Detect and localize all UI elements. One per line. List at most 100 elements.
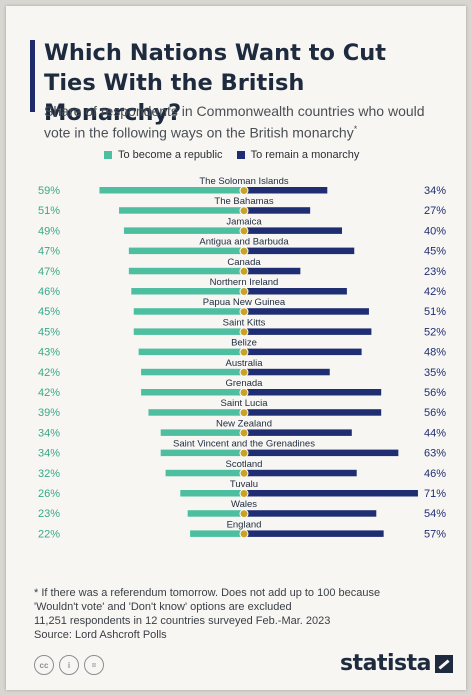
flag-icon-belize [239,347,249,357]
flag-icon-grenada [239,388,249,397]
category-label-grenada: Grenada [226,378,264,389]
flag-icon-australia [239,367,249,377]
bar-republic-australia [141,368,244,376]
value-label-monarchy-saint-lucia: 56% [424,407,446,419]
bar-republic-saint-lucia [148,409,244,416]
category-label-australia: Australia [226,358,264,369]
bar-republic-jamaica [123,227,244,234]
value-label-republic-scotland: 32% [38,468,60,480]
value-label-republic-england: 22% [38,528,60,540]
flag-icon-saint-vincent-and-the-grenadines [239,448,249,458]
flag-icon-saint-lucia [239,408,249,418]
subtitle-footnote-mark: * [353,124,358,134]
bar-monarchy-scotland [244,469,357,477]
bar-republic-belize [138,348,244,356]
value-label-republic-grenada: 42% [38,387,60,399]
value-label-monarchy-belize: 48% [424,347,446,359]
bar-monarchy-jamaica [244,227,342,234]
bar-monarchy-antigua-and-barbuda [244,247,355,255]
flag-icon-scotland [239,468,249,478]
category-label-antigua-and-barbuda: Antigua and Barbuda [199,237,289,248]
bar-republic-tuvalu [180,490,244,497]
license-icons: cc i = [34,655,109,675]
bar-monarchy-england [244,530,384,537]
bar-republic-scotland [165,469,244,477]
bar-republic-saint-vincent-and-the-grenadines [160,449,244,457]
bar-monarchy-grenada [244,389,382,396]
bar-republic-england [190,530,244,537]
value-label-monarchy-papua-new-guinea: 51% [424,306,446,318]
bar-republic-grenada [141,389,244,396]
nd-icon: = [84,655,104,675]
flag-icon-the-bahamas [239,206,249,216]
value-label-monarchy-wales: 54% [424,508,446,520]
flag-icon-saint-kitts [239,327,249,337]
bar-monarchy-the-bahamas [244,207,311,214]
bar-republic-saint-kitts [133,328,244,335]
legend-label-republic: To become a republic [118,149,223,161]
value-label-republic-northern-ireland: 46% [38,286,60,298]
value-label-republic-tuvalu: 26% [38,488,60,500]
bar-monarchy-saint-kitts [244,328,372,335]
bar-republic-northern-ireland [131,288,244,295]
value-label-republic-wales: 23% [38,508,60,520]
value-label-monarchy-scotland: 46% [424,468,446,480]
statista-logo-icon [434,654,453,673]
footnote-line-3: 11,251 respondents in 12 countries surve… [34,615,331,627]
footnote-line-1: * If there was a referendum tomorrow. Do… [34,587,381,599]
value-label-republic-new-zealand: 34% [38,427,60,439]
bar-monarchy-tuvalu [244,490,418,497]
bar-republic-canada [128,267,244,275]
footnote: * If there was a referendum tomorrow. Do… [34,586,434,642]
bar-monarchy-wales [244,510,377,517]
cc-icon: cc [34,655,54,675]
value-label-republic-canada: 47% [38,266,60,278]
category-label-the-soloman-islands: The Soloman Islands [199,176,288,187]
legend-label-monarchy: To remain a monarchy [250,149,360,161]
flag-icon-new-zealand [239,428,249,438]
legend-swatch-monarchy [236,151,245,159]
value-label-monarchy-the-soloman-islands: 34% [424,185,446,197]
by-icon: i [59,655,79,675]
value-label-republic-belize: 43% [38,347,60,359]
value-label-monarchy-the-bahamas: 27% [424,205,446,217]
value-label-republic-saint-kitts: 45% [38,326,60,338]
legend-swatch-republic [104,151,112,159]
category-label-papua-new-guinea: Papua New Guinea [203,297,286,308]
flag-icon-northern-ireland [239,287,249,296]
bar-monarchy-canada [244,267,301,275]
value-label-monarchy-antigua-and-barbuda: 45% [424,246,446,258]
category-label-new-zealand: New Zealand [216,418,272,429]
bar-monarchy-new-zealand [244,429,352,436]
bar-republic-wales [187,510,244,517]
category-label-scotland: Scotland [226,459,263,470]
flag-icon-the-soloman-islands [239,186,249,195]
subtitle-text: Share of respondents in Commonwealth cou… [44,103,425,141]
value-label-monarchy-england: 57% [424,528,446,540]
value-label-monarchy-australia: 35% [424,367,446,379]
statista-wordmark: statista [340,651,431,676]
bar-monarchy-northern-ireland [244,288,347,295]
value-label-monarchy-jamaica: 40% [424,225,446,237]
category-label-canada: Canada [227,257,261,268]
value-label-republic-saint-lucia: 39% [38,407,60,419]
bar-monarchy-belize [244,348,362,356]
flag-icon-wales [239,509,249,519]
flag-icon-tuvalu [239,489,249,498]
category-label-wales: Wales [231,499,257,510]
legend-item-republic: To become a republic [104,149,223,161]
chart-subtitle: Share of respondents in Commonwealth cou… [44,102,454,142]
value-label-monarchy-new-zealand: 44% [424,427,446,439]
value-label-republic-jamaica: 49% [38,225,60,237]
bar-monarchy-saint-vincent-and-the-grenadines [244,449,399,457]
bar-republic-papua-new-guinea [133,308,244,315]
flag-icon-jamaica [239,226,249,236]
bar-monarchy-saint-lucia [244,409,382,416]
bar-republic-new-zealand [160,429,244,436]
category-label-england: England [227,519,262,530]
value-label-monarchy-canada: 23% [424,266,446,278]
value-label-monarchy-tuvalu: 71% [424,488,446,500]
value-label-monarchy-northern-ireland: 42% [424,286,446,298]
bar-monarchy-the-soloman-islands [244,187,328,194]
